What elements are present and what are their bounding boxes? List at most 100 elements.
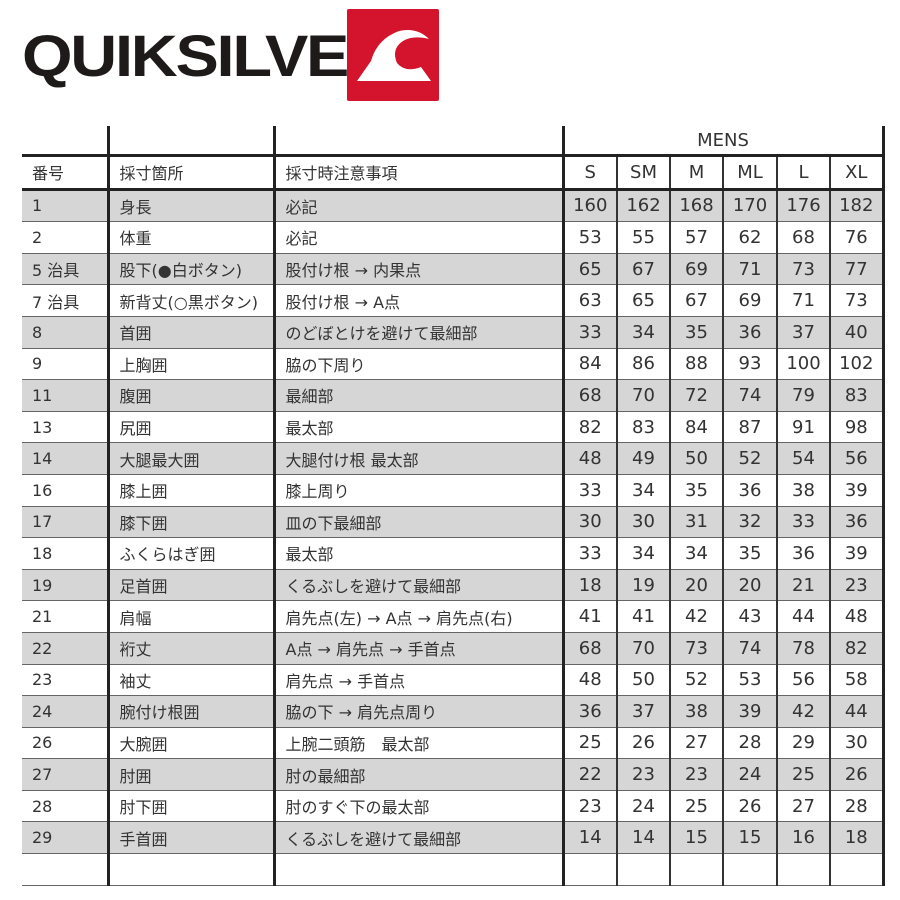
table-row: 27 肘囲 肘の最細部 22 23 23 24 25 26	[22, 758, 885, 791]
row-value: 68	[561, 379, 617, 412]
row-value: 56	[776, 664, 830, 697]
row-part: 肩幅	[106, 600, 274, 633]
header-part: 採寸箇所	[106, 155, 274, 191]
row-note: 股付け根 → A点	[272, 284, 563, 317]
row-value: 36	[722, 316, 777, 349]
row-note: 上腕二頭筋 最太部	[272, 727, 563, 760]
row-value: 73	[669, 632, 723, 665]
row-value: 82	[828, 632, 885, 665]
row-value: 78	[776, 632, 830, 665]
brand-logo-text: QUIKSILVER	[22, 24, 394, 89]
row-part: 足首囲	[106, 569, 274, 602]
row-value: 30	[616, 506, 670, 539]
empty-cell	[828, 853, 885, 886]
row-note: 股付け根 → 内果点	[272, 253, 563, 286]
row-value: 83	[616, 411, 670, 444]
row-value: 19	[616, 569, 670, 602]
row-value: 34	[669, 537, 723, 570]
row-value: 23	[616, 758, 670, 791]
row-value: 34	[616, 537, 670, 570]
row-part: 大腿最大囲	[106, 442, 274, 475]
table-row: 18 ふくらはぎ囲 最太部 33 34 34 35 36 39	[22, 537, 885, 570]
row-value: 25	[776, 758, 830, 791]
row-value: 67	[669, 284, 723, 317]
row-value: 33	[776, 506, 830, 539]
row-note: A点 → 肩先点 → 手首点	[272, 632, 563, 665]
row-value: 25	[669, 790, 723, 823]
row-value: 28	[722, 727, 777, 760]
row-value: 35	[669, 316, 723, 349]
table-row: 26 大腕囲 上腕二頭筋 最太部 25 26 27 28 29 30	[22, 727, 885, 760]
row-value: 102	[828, 348, 885, 381]
empty-cell	[616, 853, 670, 886]
row-part: 首囲	[106, 316, 274, 349]
row-note: 皿の下最細部	[272, 506, 563, 539]
row-value: 36	[722, 474, 777, 507]
row-part: 袖丈	[106, 664, 274, 697]
row-value: 18	[828, 821, 885, 855]
row-part: 新背丈(○黒ボタン)	[106, 284, 274, 317]
row-value: 65	[561, 253, 617, 286]
row-number: 21	[22, 600, 108, 633]
row-value: 52	[722, 442, 777, 475]
row-value: 35	[669, 474, 723, 507]
row-value: 33	[561, 537, 617, 570]
row-value: 15	[669, 821, 723, 855]
row-value: 23	[669, 758, 723, 791]
row-value: 162	[616, 189, 670, 223]
row-value: 58	[828, 664, 885, 697]
empty-cell	[22, 853, 108, 886]
row-value: 79	[776, 379, 830, 412]
table-row: 1 身長 必記 160 162 168 170 176 182	[22, 189, 885, 223]
row-value: 50	[616, 664, 670, 697]
row-note: 肘の最細部	[272, 758, 563, 791]
row-value: 16	[776, 821, 830, 855]
row-value: 98	[828, 411, 885, 444]
row-value: 70	[616, 379, 670, 412]
row-value: 36	[776, 537, 830, 570]
mens-header: MENS	[561, 126, 885, 157]
row-value: 26	[722, 790, 777, 823]
row-value: 23	[828, 569, 885, 602]
row-value: 84	[561, 348, 617, 381]
table-row: 28 肘下囲 肘のすぐ下の最太部 23 24 25 26 27 28	[22, 790, 885, 823]
row-part: 腹囲	[106, 379, 274, 412]
row-part: 尻囲	[106, 411, 274, 444]
row-value: 72	[669, 379, 723, 412]
row-number: 7 治具	[22, 284, 108, 317]
table-row: 9 上胸囲 脇の下周り 84 86 88 93 100 102	[22, 348, 885, 381]
row-part: 体重	[106, 221, 274, 254]
row-part: 腕付け根囲	[106, 695, 274, 728]
row-part: 股下(●白ボタン)	[106, 253, 274, 286]
row-value: 24	[722, 758, 777, 791]
row-value: 93	[722, 348, 777, 381]
row-value: 20	[669, 569, 723, 602]
row-value: 38	[669, 695, 723, 728]
row-value: 14	[616, 821, 670, 855]
header-size: M	[669, 155, 723, 191]
row-number: 9	[22, 348, 108, 381]
row-value: 41	[616, 600, 670, 633]
row-part: 裄丈	[106, 632, 274, 665]
row-number: 14	[22, 442, 108, 475]
row-number: 27	[22, 758, 108, 791]
empty-row	[22, 853, 885, 886]
row-number: 5 治具	[22, 253, 108, 286]
row-note: 膝上周り	[272, 474, 563, 507]
row-value: 73	[776, 253, 830, 286]
table-row: 24 腕付け根囲 脇の下 → 肩先点周り 36 37 38 39 42 44	[22, 695, 885, 728]
empty-cell	[722, 853, 777, 886]
row-number: 13	[22, 411, 108, 444]
row-value: 88	[669, 348, 723, 381]
row-value: 57	[669, 221, 723, 254]
empty-cell	[669, 853, 723, 886]
row-note: 最細部	[272, 379, 563, 412]
row-value: 38	[776, 474, 830, 507]
row-value: 87	[722, 411, 777, 444]
table-row: 14 大腿最大囲 大腿付け根 最太部 48 49 50 52 54 56	[22, 442, 885, 475]
row-value: 52	[669, 664, 723, 697]
column-header-row: 番号 採寸箇所 採寸時注意事項 S SM M ML L XL	[22, 155, 885, 191]
row-value: 37	[616, 695, 670, 728]
row-value: 33	[561, 316, 617, 349]
row-value: 37	[776, 316, 830, 349]
